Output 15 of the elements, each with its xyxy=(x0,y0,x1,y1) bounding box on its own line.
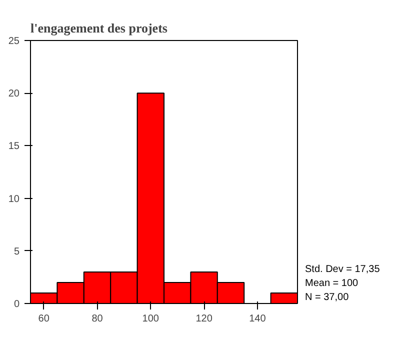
y-tick-label: 10 xyxy=(8,194,20,205)
y-tick-label: 15 xyxy=(8,141,20,152)
x-tick-label: 100 xyxy=(142,314,160,324)
x-tick-label: 80 xyxy=(92,314,104,324)
y-tick-label: 0 xyxy=(14,299,20,310)
text: Mean = 100 xyxy=(305,278,358,289)
text: N = 37,00 xyxy=(305,292,349,303)
x-tick-label: 140 xyxy=(249,314,266,324)
y-tick-label: 5 xyxy=(14,246,20,258)
y-tick-label: 20 xyxy=(8,88,20,100)
x-tick-label: 60 xyxy=(38,314,50,324)
x-tick-label: 120 xyxy=(196,314,213,324)
text: Std. Dev = 17,35 xyxy=(305,264,380,275)
y-tick-label: 25 xyxy=(8,36,20,47)
chart-title: l'engagement des projets xyxy=(30,20,168,36)
